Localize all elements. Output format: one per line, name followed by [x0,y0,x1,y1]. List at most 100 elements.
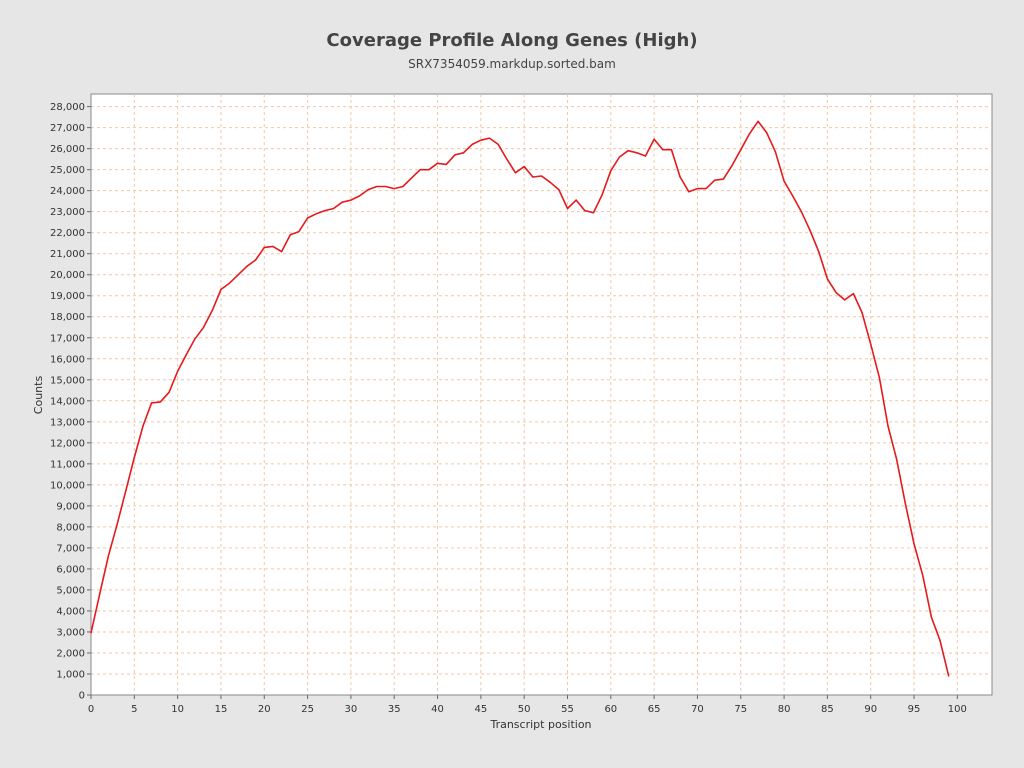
data-point [220,288,222,291]
data-point [185,353,187,356]
data-point [315,213,317,215]
data-point [852,293,854,295]
y-tick-label: 18,000 [50,312,85,323]
data-point [532,176,534,178]
x-tick-label: 90 [864,704,877,715]
y-tick-label: 26,000 [50,144,85,155]
x-tick-label: 30 [345,704,358,715]
data-point [133,456,135,459]
data-point [177,370,179,372]
data-point [766,132,768,134]
data-point [506,158,508,160]
y-tick-label: 13,000 [50,417,85,428]
x-tick-label: 10 [171,704,184,715]
data-point [324,210,326,212]
x-tick-label: 15 [215,704,228,715]
data-point [358,195,361,197]
data-point [566,207,569,210]
x-tick-label: 55 [561,704,574,715]
y-tick-label: 8,000 [56,522,85,533]
data-point [142,425,144,427]
data-point [948,675,950,677]
data-point [696,187,699,190]
y-tick-label: 1,000 [56,669,85,680]
data-point [670,149,673,151]
data-point [194,338,196,340]
data-point [350,199,352,201]
y-tick-label: 12,000 [50,438,85,449]
data-point [558,189,560,191]
data-point [644,155,647,157]
grid-lines [90,94,992,696]
x-tick-label: 95 [908,704,921,715]
x-tick-label: 80 [778,704,791,715]
coverage-series-line [90,120,950,677]
data-point [835,291,837,294]
data-point [428,169,430,171]
data-point [246,265,248,267]
data-point [930,616,932,618]
data-point [125,490,127,492]
data-point [402,185,404,188]
data-point [497,143,499,146]
data-point [376,185,378,188]
data-point [783,180,785,182]
data-point [688,191,690,193]
data-point [774,151,777,153]
data-point [488,137,491,139]
data-point [410,177,413,179]
x-tick-label: 0 [88,704,94,715]
data-point [107,555,109,557]
data-point [705,187,707,190]
data-point [306,217,309,219]
y-tick-label: 5,000 [56,585,85,596]
x-tick-label: 35 [388,704,401,715]
data-point [523,165,525,168]
data-point [896,459,898,461]
x-tick-label: 50 [518,704,531,715]
data-point [939,639,941,641]
x-tick-label: 65 [648,704,661,715]
y-tick-label: 0 [79,691,85,702]
y-tick-label: 27,000 [50,123,85,134]
data-point [480,139,482,141]
data-point [800,211,803,213]
data-point [757,120,759,122]
data-point [367,189,369,191]
data-point [436,162,439,164]
x-tick-label: 40 [431,704,444,715]
data-point [445,163,447,165]
data-point [255,259,257,261]
data-point [419,169,421,171]
data-point [168,391,170,393]
data-point [861,311,863,314]
y-tick-label: 9,000 [56,501,85,512]
y-tick-label: 21,000 [50,249,85,260]
data-point [722,178,725,180]
data-point [878,377,880,379]
data-point [540,175,543,177]
y-tick-label: 2,000 [56,648,85,659]
x-axis-label: Transcript position [489,718,591,731]
data-point [679,176,681,178]
data-point [384,185,387,188]
chart-subtitle: SRX7354059.markdup.sorted.bam [408,57,616,71]
data-point [393,187,395,190]
data-point [341,201,343,203]
data-point [610,170,612,172]
data-point [203,326,205,328]
y-tick-label: 14,000 [50,396,85,407]
y-tick-label: 17,000 [50,333,85,344]
y-tick-label: 3,000 [56,627,85,638]
data-point [211,309,213,312]
data-point [870,343,872,345]
x-tick-label: 100 [948,704,967,715]
y-axis-label: Counts [32,376,45,415]
y-tick-label: 7,000 [56,543,85,554]
data-point [748,133,751,135]
y-tick-label: 25,000 [50,165,85,176]
data-point [731,164,733,167]
series-layer [90,120,950,677]
data-point [913,543,915,545]
